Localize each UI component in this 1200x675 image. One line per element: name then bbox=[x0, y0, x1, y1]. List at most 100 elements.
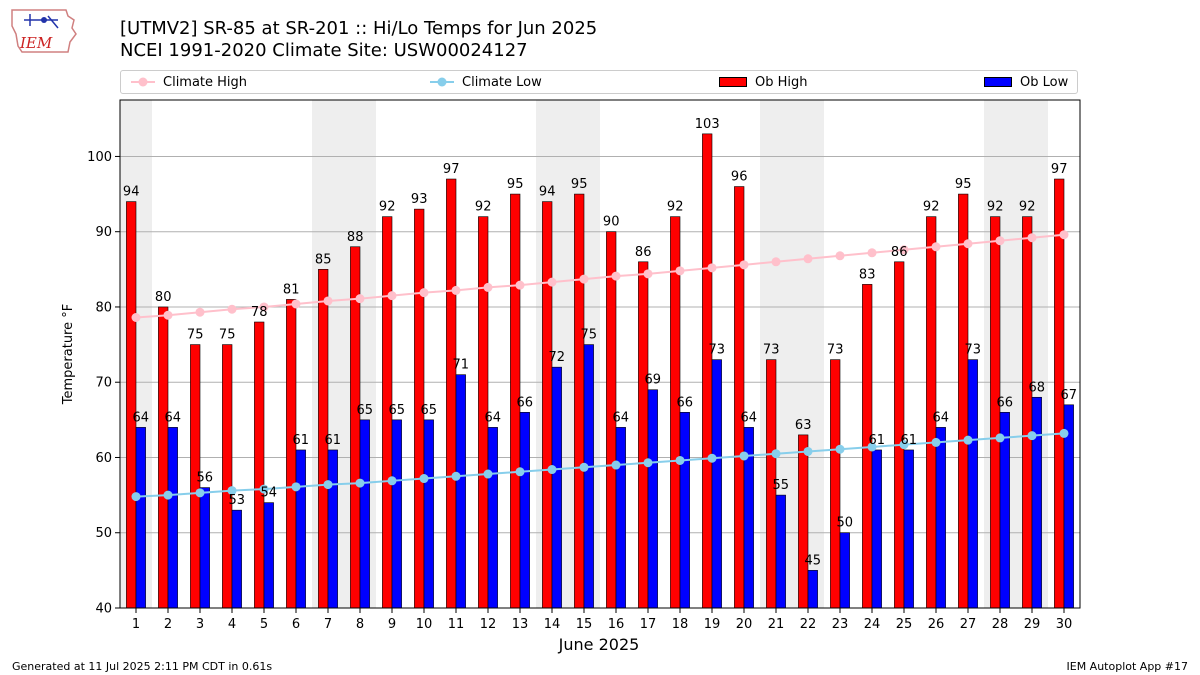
ob-high-label: 93 bbox=[411, 192, 428, 207]
legend-climate-high: Climate High bbox=[131, 73, 247, 91]
climate-low-point bbox=[259, 484, 269, 494]
climate-high-point bbox=[1027, 233, 1037, 243]
ob-low-bar bbox=[935, 427, 946, 609]
climate-high-point bbox=[131, 312, 141, 322]
ob-high-bar bbox=[542, 201, 553, 609]
ob-high-bar bbox=[670, 216, 681, 609]
x-tick-label: 12 bbox=[480, 617, 497, 632]
climate-low-point bbox=[931, 437, 941, 447]
ob-high-bar bbox=[1022, 216, 1033, 609]
ob-low-label: 65 bbox=[389, 403, 406, 418]
line-series bbox=[131, 230, 1069, 502]
plot-frame bbox=[119, 99, 1081, 609]
ob-low-bar bbox=[871, 449, 882, 609]
x-tick-label: 21 bbox=[768, 617, 785, 632]
x-tick-label: 19 bbox=[704, 617, 721, 632]
climate-low-point bbox=[899, 440, 909, 450]
climate-high-point bbox=[195, 307, 205, 317]
climate-high-point bbox=[803, 254, 813, 264]
ob-high-label: 85 bbox=[315, 252, 332, 267]
climate-high-point bbox=[419, 288, 429, 298]
x-tick-label: 30 bbox=[1056, 617, 1073, 632]
climate-high-point bbox=[931, 242, 941, 252]
climate-low-point bbox=[1059, 428, 1069, 438]
ob-low-label: 61 bbox=[901, 433, 918, 448]
ob-low-label: 65 bbox=[357, 403, 374, 418]
climate-low-point bbox=[387, 476, 397, 486]
ob-high-label: 94 bbox=[539, 185, 556, 200]
x-tick-label: 25 bbox=[896, 617, 913, 632]
ob-low-bar bbox=[839, 532, 850, 609]
ob-high-label: 92 bbox=[923, 200, 940, 215]
ob-low-label: 64 bbox=[933, 410, 950, 425]
x-tick-label: 18 bbox=[672, 617, 689, 632]
climate-high-point bbox=[995, 236, 1005, 246]
ob-low-bar bbox=[135, 427, 146, 609]
climate-low-point bbox=[771, 449, 781, 459]
x-tick-label: 23 bbox=[832, 617, 849, 632]
ob-high-label: 75 bbox=[187, 328, 204, 343]
ob-low-bar bbox=[263, 502, 274, 609]
ob-low-label: 66 bbox=[517, 395, 534, 410]
ob-high-label: 92 bbox=[987, 200, 1004, 215]
ob-low-label: 53 bbox=[229, 493, 246, 508]
climate-low-point bbox=[547, 465, 557, 475]
ob-low-bar bbox=[391, 419, 402, 609]
climate-low-point bbox=[227, 486, 237, 496]
climate-low-point bbox=[643, 458, 653, 468]
climate-high-point bbox=[163, 310, 173, 320]
ob-low-label: 71 bbox=[453, 358, 470, 373]
ob-high-bar bbox=[990, 216, 1001, 609]
climate-low-point bbox=[835, 444, 845, 454]
ob-low-bar bbox=[519, 412, 530, 609]
climate-low-point bbox=[995, 433, 1005, 443]
climate-high-point bbox=[611, 271, 621, 281]
ob-high-swatch-icon bbox=[719, 77, 747, 87]
climate-high-point bbox=[515, 280, 525, 290]
ob-high-bar bbox=[798, 434, 809, 609]
climate-low-point bbox=[355, 478, 365, 488]
ob-high-bar bbox=[254, 321, 265, 609]
chart-subtitle: NCEI 1991-2020 Climate Site: USW00024127 bbox=[120, 40, 528, 61]
ob-high-label: 92 bbox=[475, 200, 492, 215]
x-tick-label: 24 bbox=[864, 617, 881, 632]
climate-low-point bbox=[1027, 431, 1037, 441]
ob-low-label: 61 bbox=[325, 433, 342, 448]
ob-high-label: 92 bbox=[379, 200, 396, 215]
ob-low-label: 61 bbox=[869, 433, 886, 448]
x-tick-label: 22 bbox=[800, 617, 817, 632]
ob-low-bar bbox=[647, 389, 658, 609]
y-tick-label: 90 bbox=[95, 225, 112, 240]
ob-high-bar bbox=[158, 306, 169, 609]
x-tick-label: 29 bbox=[1024, 617, 1041, 632]
ob-high-bar bbox=[830, 359, 841, 609]
ob-high-label: 75 bbox=[219, 328, 236, 343]
ob-low-label: 65 bbox=[421, 403, 438, 418]
climate-high-line bbox=[135, 233, 1065, 319]
ob-high-label: 97 bbox=[443, 162, 460, 177]
ob-high-bar bbox=[574, 193, 585, 609]
climate-high-point bbox=[355, 294, 365, 304]
ob-high-label: 83 bbox=[859, 267, 876, 282]
ob-high-label: 90 bbox=[603, 215, 620, 230]
ob-low-bar bbox=[295, 449, 306, 609]
climate-high-point bbox=[835, 251, 845, 261]
ob-low-label: 50 bbox=[837, 516, 854, 531]
ob-low-bar bbox=[775, 494, 786, 609]
ob-low-bar bbox=[487, 427, 498, 609]
x-axis-label: June 2025 bbox=[558, 635, 640, 654]
ob-high-bar bbox=[702, 133, 713, 609]
climate-high-point bbox=[451, 285, 461, 295]
ob-low-bar bbox=[583, 344, 594, 609]
ob-low-bar bbox=[1031, 396, 1042, 609]
x-tick-label: 27 bbox=[960, 617, 977, 632]
x-tick-label: 11 bbox=[448, 617, 465, 632]
climate-low-point bbox=[611, 460, 621, 470]
climate-low-point bbox=[323, 480, 333, 490]
ob-low-bar bbox=[455, 374, 466, 609]
legend-ob-low-label: Ob Low bbox=[1020, 74, 1069, 90]
ob-low-bar bbox=[807, 570, 818, 609]
ob-low-label: 75 bbox=[581, 328, 598, 343]
climate-low-point bbox=[419, 474, 429, 484]
climate-low-point bbox=[483, 469, 493, 479]
